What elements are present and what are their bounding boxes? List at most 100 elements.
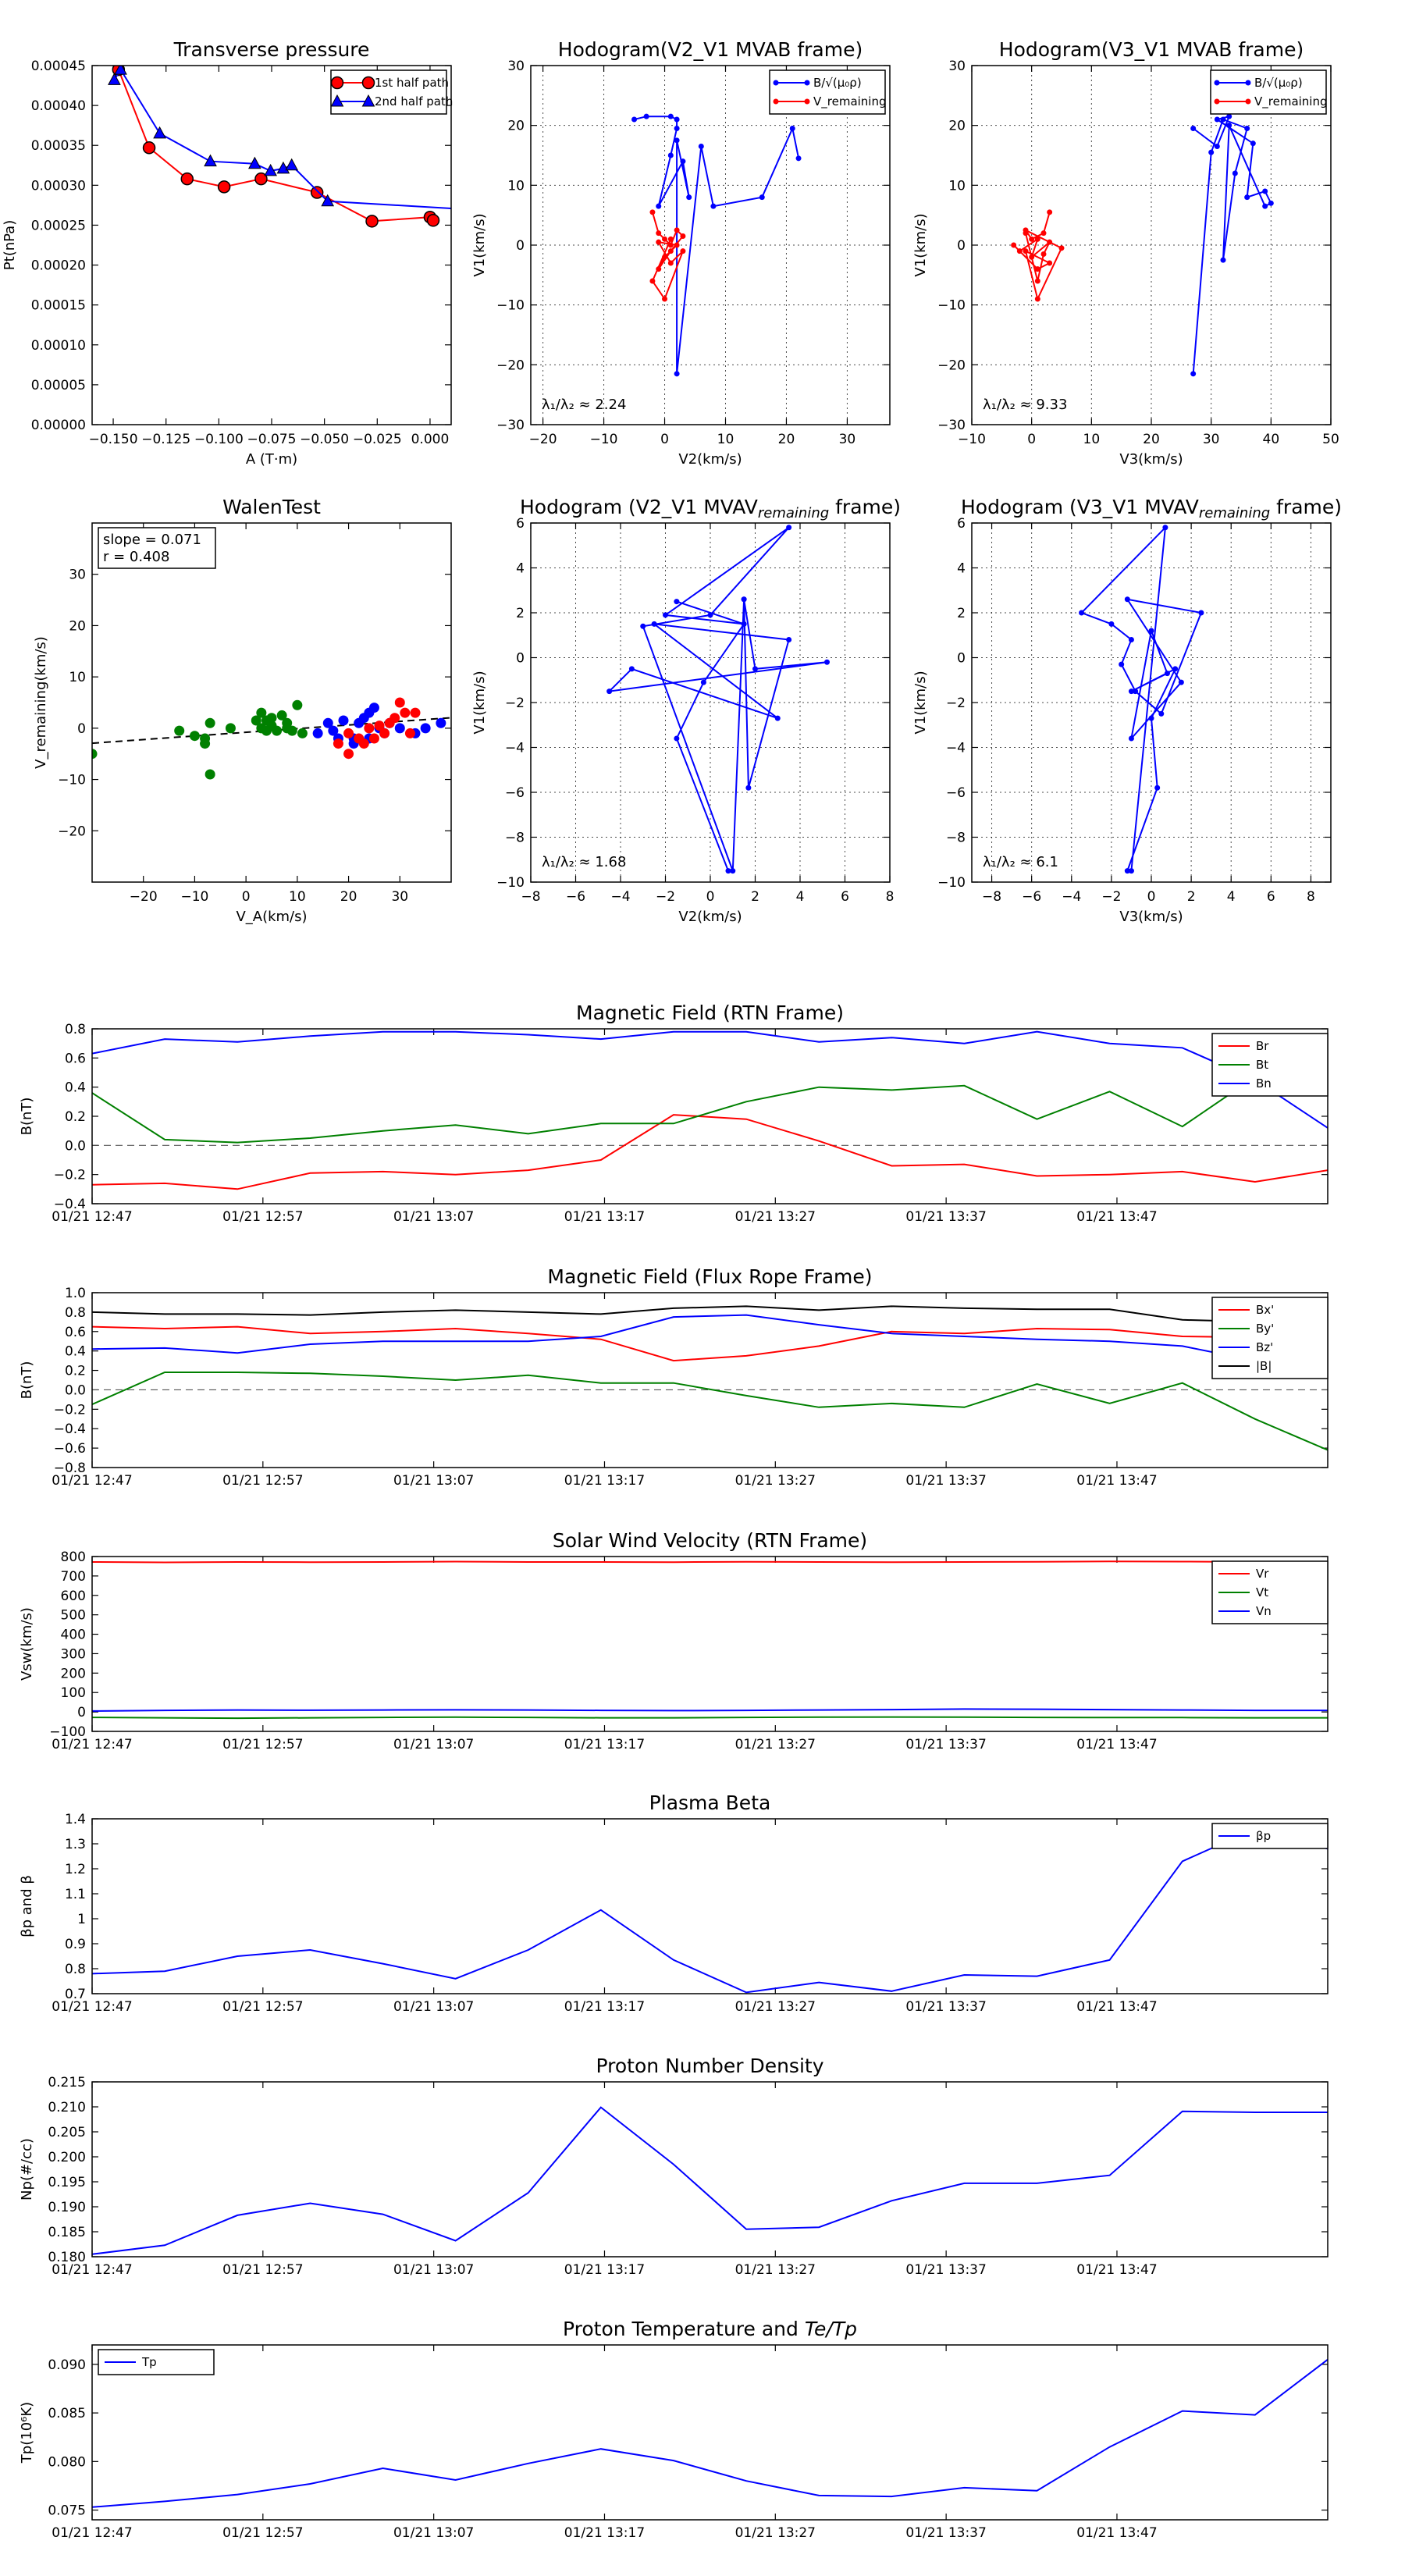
y-axis-label: B(nT) [19, 1361, 35, 1400]
data-point [667, 236, 674, 242]
chart-tp: −0.150 −0.125 −0.100 −0.075 −0.050 −0.025 0.00… [2, 38, 453, 468]
data-point [322, 717, 333, 728]
data-point [1034, 296, 1040, 302]
plot-area [92, 1293, 1328, 1468]
x-tick-label: −2 [656, 889, 675, 905]
legend: βp [1211, 1823, 1329, 1849]
x-tick-label: −0.075 [247, 432, 297, 447]
y-tick-label: −4 [946, 741, 966, 756]
plot-area [92, 1557, 1328, 1731]
data-point [656, 266, 662, 272]
plot-content [92, 1030, 1328, 1190]
plot-frame [91, 1556, 1329, 1732]
data-point [174, 725, 185, 736]
data-point [394, 697, 405, 708]
ratio-annotation: λ₁/λ₂ ≈ 1.68 [542, 854, 626, 870]
y-tick-label: −0.4 [54, 1421, 86, 1437]
data-point [328, 725, 339, 736]
plot-area [92, 66, 451, 425]
data-point [741, 596, 747, 603]
data-point [321, 194, 335, 207]
data-point [674, 116, 680, 123]
y-tick-label: −30 [496, 418, 525, 433]
y-tick-label: 600 [61, 1589, 86, 1604]
plot-content [1011, 113, 1274, 377]
data-point [364, 723, 375, 734]
legend-marker [1214, 80, 1220, 86]
series-line-Vr [92, 1560, 1328, 1564]
y-tick-label: 200 [61, 1666, 86, 1681]
data-point [786, 637, 792, 642]
time-tick-label: 01/21 12:47 [52, 1473, 132, 1489]
time-tick-label: 01/21 13:17 [564, 2262, 645, 2278]
plot-frame [91, 2344, 1329, 2521]
x-tick-label: −6 [566, 889, 585, 905]
plot-frame [971, 522, 1332, 883]
data-point [410, 707, 421, 718]
legend-label: Vr [1256, 1567, 1269, 1581]
y-tick-label: 0.00005 [31, 378, 86, 393]
x-tick-label: −20 [529, 432, 557, 447]
y-tick-label: −10 [58, 773, 86, 788]
data-point [674, 242, 680, 248]
data-point [400, 707, 411, 718]
chart-title: Proton Temperature and Te/Tp [563, 2318, 857, 2340]
x-tick-label: 0 [706, 889, 715, 905]
y-axis-label: Vsw(km/s) [19, 1607, 35, 1681]
x-axis-label: V_A(km/s) [236, 909, 307, 925]
y-tick-label: 30 [507, 59, 525, 74]
data-point [1172, 666, 1179, 672]
y-tick-label: 6 [516, 516, 525, 532]
time-tick-label: 01/21 12:47 [52, 1999, 132, 2015]
legend-label: Tp [141, 2355, 157, 2369]
y-tick-label: 0.4 [65, 1344, 86, 1360]
legend-box [1210, 69, 1327, 115]
data-point [261, 725, 272, 736]
y-tick-label: −0.2 [54, 1402, 86, 1418]
data-point [368, 703, 379, 713]
data-point [1040, 230, 1047, 237]
time-tick-label: 01/21 13:47 [1076, 1473, 1157, 1489]
data-point [1232, 170, 1238, 176]
data-point [264, 163, 277, 176]
ratio-annotation: λ₁/λ₂ ≈ 2.24 [542, 397, 626, 413]
data-point [662, 296, 668, 302]
data-point [426, 214, 440, 227]
legend-label: Bn [1256, 1076, 1272, 1091]
data-point [1154, 785, 1161, 791]
time-tick-label: 01/21 13:47 [1076, 2262, 1157, 2278]
legend-box [330, 69, 447, 115]
x-tick-label: −6 [1022, 889, 1041, 905]
data-point [662, 236, 668, 242]
chart-title: Hodogram(V2_V1 MVAB frame) [558, 38, 863, 61]
legend-label: 2nd half path [375, 94, 453, 109]
data-point [282, 723, 293, 734]
x-tick-label: 0 [242, 889, 251, 905]
plot-frame [91, 65, 452, 425]
data-point [256, 707, 267, 718]
y-tick-label: 0.0 [65, 1382, 86, 1398]
data-point [774, 715, 781, 721]
series-line-Np [92, 2106, 1328, 2255]
y-tick-label: 0.195 [48, 2175, 86, 2190]
series-line-Bz' [92, 1314, 1328, 1376]
time-tick-label: 01/21 13:17 [564, 2525, 645, 2541]
data-point [1029, 254, 1035, 260]
data-point [795, 155, 802, 162]
y-axis-label: Np(#/cc) [19, 2138, 35, 2201]
series-line-Vn [92, 1708, 1328, 1712]
data-point [1133, 688, 1139, 695]
data-point [205, 717, 215, 728]
y-tick-label: 0.00040 [31, 98, 86, 114]
data-point [1034, 278, 1040, 284]
data-point [680, 248, 686, 254]
data-point [1047, 209, 1053, 215]
x-tick-label: 4 [1227, 889, 1236, 905]
plot-frame [91, 522, 452, 883]
data-point [374, 720, 385, 731]
data-point [343, 728, 354, 738]
time-tick-label: 01/21 12:47 [52, 1737, 132, 1752]
y-axis-label: βp and β [19, 1875, 35, 1937]
legend: B/√(μ₀ρ) V_remaining [1210, 69, 1328, 115]
